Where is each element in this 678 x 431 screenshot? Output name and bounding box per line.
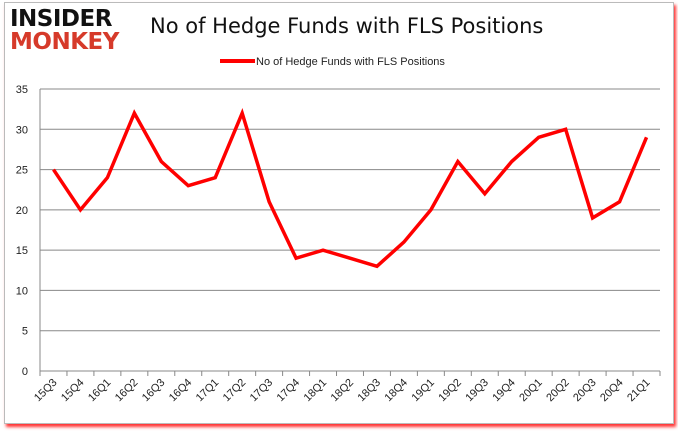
x-tick-label: 16Q1: [86, 377, 114, 405]
x-tick-label: 17Q4: [275, 377, 303, 405]
y-tick-label: 25: [16, 165, 28, 177]
y-tick-label: 5: [22, 326, 28, 338]
y-tick-label: 20: [16, 205, 28, 217]
x-tick-label: 18Q1: [302, 377, 330, 405]
x-tick-label: 19Q2: [436, 377, 464, 405]
legend-label: No of Hedge Funds with FLS Positions: [256, 56, 445, 68]
x-tick-label: 18Q3: [356, 377, 384, 405]
x-tick-label: 21Q1: [625, 377, 653, 405]
x-tick-label: 16Q2: [113, 377, 141, 405]
logo-line2: MONKEY: [10, 29, 119, 55]
series-line: [52, 108, 649, 269]
x-tick-label: 19Q1: [409, 377, 437, 405]
x-tick-label: 20Q3: [571, 377, 599, 405]
x-tick-label: 19Q3: [463, 377, 491, 405]
x-tick-label: 16Q4: [167, 377, 195, 405]
y-tick-label: 0: [22, 366, 28, 378]
x-tick-label: 20Q2: [544, 377, 572, 405]
y-tick-label: 10: [16, 285, 28, 297]
x-tick-label: 17Q1: [194, 377, 222, 405]
x-tick-label: 15Q3: [32, 377, 60, 405]
x-tick-label: 18Q2: [329, 377, 357, 405]
x-tick-label: 19Q4: [490, 377, 518, 405]
x-tick-label: 15Q4: [59, 377, 87, 405]
y-tick-label: 15: [16, 245, 28, 257]
y-tick-label: 30: [16, 124, 28, 136]
x-tick-label: 17Q2: [221, 377, 249, 405]
chart-frame: [4, 2, 674, 424]
x-tick-label: 20Q1: [517, 377, 545, 405]
x-tick-label: 20Q4: [598, 377, 626, 405]
x-tick-label: 17Q3: [248, 377, 276, 405]
x-tick-label: 16Q3: [140, 377, 168, 405]
y-tick-label: 35: [16, 84, 28, 96]
x-tick-label: 18Q4: [383, 377, 411, 405]
insider-monkey-logo: INSIDER MONKEY: [10, 8, 119, 54]
chart-title: No of Hedge Funds with FLS Positions: [150, 14, 544, 38]
logo-line1: INSIDER: [10, 6, 112, 32]
